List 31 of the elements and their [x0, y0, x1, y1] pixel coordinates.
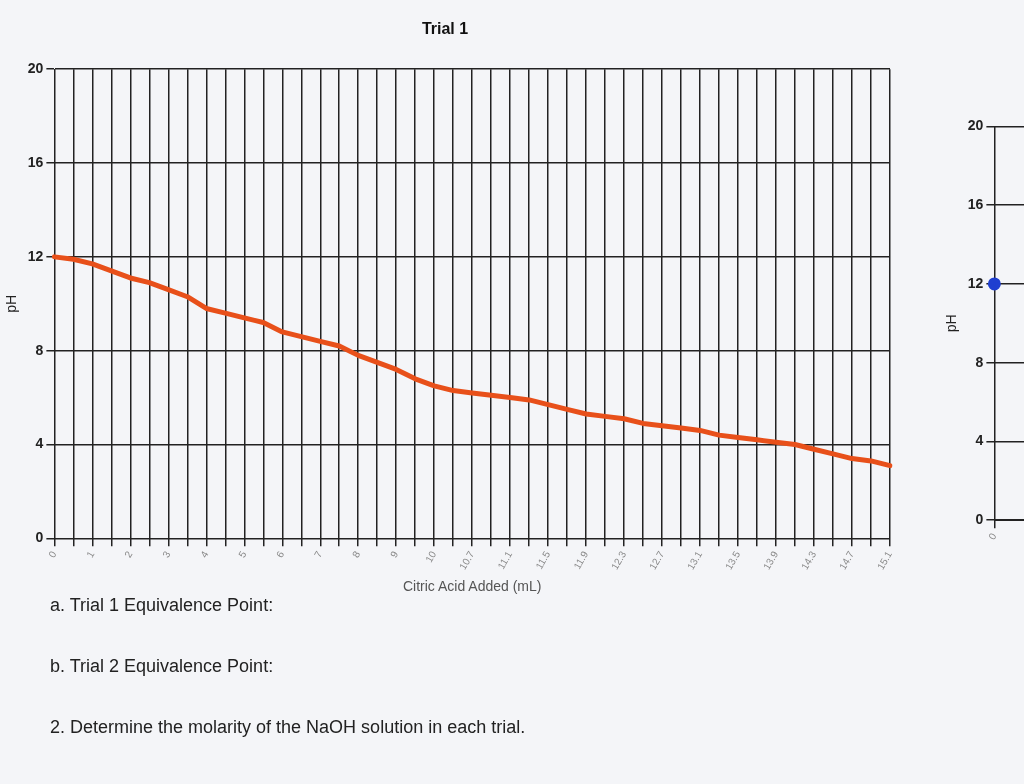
text: b. Trial 2 Equivalence Point:	[50, 656, 275, 677]
x-tick-label: 1	[84, 548, 97, 560]
x-axis-title: Citric Acid Added (mL)	[402, 578, 542, 595]
x-tick-label: 11.1	[495, 548, 515, 571]
x-tick-label: 3	[160, 548, 173, 560]
y-tick-label: 4	[975, 432, 984, 449]
text: 2. Determine the molarity of the NaOH solution in each trial.	[50, 717, 526, 738]
x-tick-label: 9	[388, 548, 401, 560]
y-tick-label: 4	[35, 435, 44, 452]
x-tick-label: 10	[423, 548, 439, 565]
chart-title: Trial 1	[421, 20, 469, 38]
y-tick-label: 16	[967, 196, 984, 213]
x-tick-label: 8	[350, 548, 363, 560]
x-tick-label: 2	[122, 548, 135, 560]
x-tick-label: 6	[274, 548, 287, 560]
y-tick-label: 8	[35, 341, 44, 358]
x-tick-label: 7	[312, 548, 325, 560]
y-tick-label: 16	[27, 153, 44, 170]
y-tick-label: 20	[967, 117, 984, 134]
x-tick-label: 0	[46, 548, 59, 560]
y-tick-label: 20	[27, 60, 44, 77]
x-tick-label: 5	[236, 548, 249, 560]
y-axis-title: pH	[3, 294, 20, 313]
y-tick-label: 12	[967, 274, 984, 291]
y-tick-label: 0	[35, 529, 44, 546]
y-tick-label: 8	[975, 353, 984, 370]
y-tick-label: 12	[27, 247, 44, 264]
x-tick-label: 4	[198, 548, 211, 560]
text: a. Trial 1 Equivalence Point:	[50, 595, 275, 616]
y-tick-label: 0	[975, 511, 984, 528]
y-axis-title: pH	[943, 314, 960, 333]
